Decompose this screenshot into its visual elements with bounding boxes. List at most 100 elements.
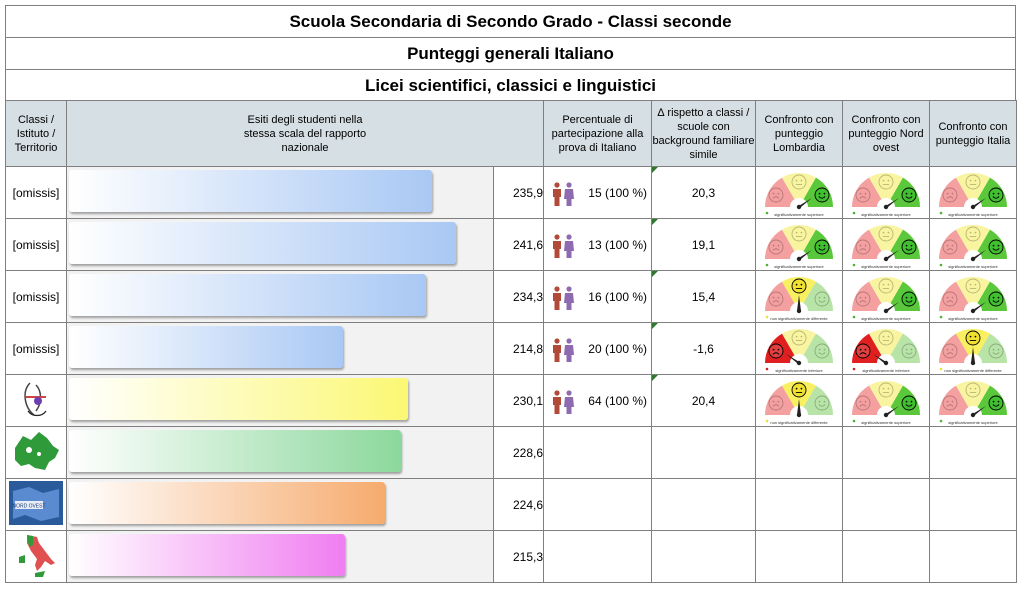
gauge-caption: significativamente inferiore [775,367,823,373]
score-bar-cell [66,218,494,271]
header-italia: Confronto con punteggio Italia [929,100,1017,167]
gauge-lombardia-icon: significativamente inferiore [763,325,835,373]
delta-cell: 20,3 [651,166,756,219]
participation-value: 20 (100 %) [588,342,647,356]
cell-comment-marker [652,323,658,329]
score-bar-cell [66,270,494,323]
results-table: Classi / Istituto / Territorio Esiti deg… [5,100,1017,583]
header-nordovest: Confronto con punteggio Nord ovest [842,100,930,167]
score-bar [69,274,426,316]
row-label [5,374,67,427]
row-label: [omissis] [5,166,67,219]
delta-cell: -1,6 [651,322,756,375]
score-value: 241,6 [493,218,544,271]
gauge-nordovest-cell [842,530,930,583]
gauge-nordovest-icon: significativamente superiore [850,377,922,425]
participation-cell [543,530,652,583]
table-row: [omissis] 214,8 20 (100 %) -1,6 significat… [5,322,1017,375]
table-row: 228,6 [5,426,1017,479]
gauge-italia-cell: significativamente superiore [929,374,1017,427]
participation-value: 15 (100 %) [588,186,647,200]
gauge-caption: significativamente superiore [774,263,824,269]
score-bar [69,482,385,524]
score-bar [69,326,344,368]
score-bar [69,170,433,212]
svg-text:NORD OVEST: NORD OVEST [12,504,45,510]
gauge-caption: significativamente superiore [948,211,998,217]
gauge-lombardia-icon: non significativamente differente [763,273,835,321]
gauge-caption: significativamente superiore [861,211,911,217]
gauge-nordovest-cell [842,478,930,531]
gauge-lombardia-cell: significativamente superiore [755,218,843,271]
gauge-italia-cell: significativamente superiore [929,270,1017,323]
score-value: 234,3 [493,270,544,323]
gauge-italia-cell [929,530,1017,583]
delta-cell: 15,4 [651,270,756,323]
title-school-grade: Scuola Secondaria di Secondo Grado - Cla… [5,5,1016,37]
score-bar-cell [66,426,494,479]
gauge-nordovest-icon: significativamente superiore [850,169,922,217]
gauge-caption: significativamente superiore [861,263,911,269]
gauge-nordovest-cell: significativamente superiore [842,218,930,271]
score-bar-cell [66,478,494,531]
gauge-caption: significativamente superiore [774,211,824,217]
title-subject: Punteggi generali Italiano [5,37,1016,69]
row-name: [omissis] [12,289,60,304]
gauge-italia-cell [929,478,1017,531]
gauge-italia-cell: significativamente superiore [929,218,1017,271]
gauge-lombardia-icon: non significativamente differente [763,377,835,425]
gauge-italia-cell: non significativamente differente [929,322,1017,375]
gauge-lombardia-cell [755,426,843,479]
delta-value: 15,4 [691,289,716,304]
gauge-caption: significativamente superiore [861,315,911,321]
delta-cell [651,478,756,531]
header-classi: Classi / Istituto / Territorio [5,100,67,167]
row-label: [omissis] [5,270,67,323]
score-value: 224,6 [493,478,544,531]
delta-cell [651,426,756,479]
gauge-caption: significativamente superiore [948,315,998,321]
gauge-caption: significativamente superiore [861,419,911,425]
score-bar [69,534,346,576]
gauge-nordovest-cell: significativamente superiore [842,270,930,323]
score-value: 215,3 [493,530,544,583]
row-label [5,530,67,583]
gauge-caption: non significativamente differente [770,315,828,321]
delta-value: -1,6 [693,341,714,356]
gauge-italia-icon: significativamente superiore [937,169,1009,217]
gauge-nordovest-cell: significativamente superiore [842,166,930,219]
row-label [5,426,67,479]
gauge-caption: significativamente superiore [948,263,998,269]
gauge-lombardia-cell: non significativamente differente [755,270,843,323]
delta-cell: 20,4 [651,374,756,427]
gauge-italia-icon: non significativamente differente [937,325,1009,373]
nord-ovest-map-icon: NORD OVEST [9,481,63,528]
gauge-caption: significativamente superiore [948,419,998,425]
score-value: 214,8 [493,322,544,375]
cell-comment-marker [652,167,658,173]
italia-map-icon [11,535,61,582]
score-bar-cell [66,322,494,375]
gauge-lombardia-icon: significativamente superiore [763,169,835,217]
score-value: 228,6 [493,426,544,479]
participation-cell [543,478,652,531]
score-bar [69,430,402,472]
gauge-lombardia-cell [755,530,843,583]
gauge-italia-cell: significativamente superiore [929,166,1017,219]
score-bar-cell [66,530,494,583]
gauge-nordovest-icon: significativamente superiore [850,221,922,269]
participation-cell: 16 (100 %) [543,270,652,323]
gauge-lombardia-icon: significativamente superiore [763,221,835,269]
delta-value: 20,4 [691,393,716,408]
score-bar [69,378,408,420]
lombardia-map-icon [9,432,63,477]
gauge-lombardia-cell: non significativamente differente [755,374,843,427]
gauge-lombardia-cell [755,478,843,531]
row-name: [omissis] [12,185,60,200]
gauge-italia-icon: significativamente superiore [937,221,1009,269]
score-value: 230,1 [493,374,544,427]
students-icon [550,233,576,262]
row-name: [omissis] [12,341,60,356]
row-label: [omissis] [5,218,67,271]
table-row: 215,3 [5,530,1017,583]
